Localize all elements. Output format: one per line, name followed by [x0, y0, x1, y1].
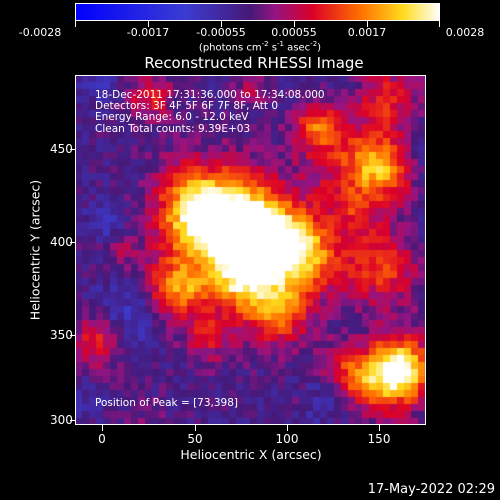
colorbar-tick: [367, 21, 368, 27]
rhessi-image: [75, 75, 426, 425]
colorbar-unit: (photons cm-2 s-1 asec-2): [198, 40, 322, 54]
render-timestamp: 17-May-2022 02:29: [367, 482, 495, 497]
y-tick-label: 350: [50, 328, 73, 342]
y-tick: [70, 149, 75, 150]
colorbar-tick: [294, 21, 295, 27]
colorbar-tick: [148, 21, 149, 27]
x-tick-label: 50: [187, 432, 203, 446]
y-tick-label: 400: [50, 235, 73, 249]
colorbar-label: -0.00055: [196, 26, 246, 39]
colorbar-label: 0.00055: [271, 26, 317, 39]
y-tick-label: 450: [50, 142, 73, 156]
x-tick-label: 0: [98, 432, 106, 446]
colorbar-label: 0.0017: [347, 26, 387, 39]
x-tick: [102, 425, 103, 431]
energy-range: Energy Range: 6.0 - 12.0 keV: [95, 111, 249, 123]
colorbar-frame: [75, 3, 440, 21]
peak-position: Position of Peak = [73,398]: [95, 397, 239, 409]
x-tick: [195, 425, 196, 431]
y-tick: [70, 242, 75, 243]
x-tick-label: 100: [275, 432, 299, 446]
colorbar-tick: [75, 21, 76, 27]
x-tick: [287, 425, 288, 431]
detectors-info: Detectors: 3F 4F 5F 6F 7F 8F, Att 0: [95, 100, 279, 112]
x-tick-label: 150: [367, 432, 391, 446]
y-tick-label: 300: [50, 413, 73, 427]
colorbar-tick: [439, 21, 440, 27]
algorithm-counts: Clean Total counts: 9.39E+03: [95, 123, 251, 135]
x-tick: [379, 425, 380, 431]
colorbar-gradient: [75, 3, 440, 21]
y-axis-title: Heliocentric Y (arcsec): [27, 179, 43, 321]
colorbar-tick: [221, 21, 222, 27]
y-tick: [70, 420, 75, 421]
x-axis-title: Heliocentric X (arcsec): [180, 447, 322, 462]
plot-title: Reconstructed RHESSI Image: [144, 54, 364, 72]
y-tick: [70, 335, 75, 336]
time-range: 18-Dec-2011 17:31:36.000 to 17:34:08.000: [95, 89, 325, 101]
colorbar-label: -0.0028: [18, 26, 62, 39]
colorbar-label: -0.0017: [126, 26, 170, 39]
colorbar-label: 0.0028: [445, 26, 485, 39]
